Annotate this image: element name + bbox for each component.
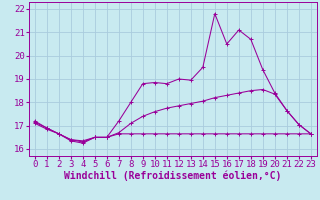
- X-axis label: Windchill (Refroidissement éolien,°C): Windchill (Refroidissement éolien,°C): [64, 171, 282, 181]
